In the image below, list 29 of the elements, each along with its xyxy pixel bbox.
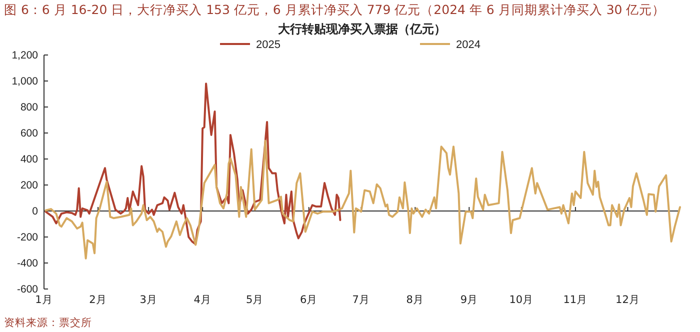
x-tick-label: 10月	[509, 294, 534, 306]
y-tick-label: -200	[16, 232, 38, 244]
chart-title: 图 6：6 月 16-20 日，大行净买入 153 亿元，6 月累计净买入 779 亿元（2024 年 6 月同期累计净买入 30 亿元）	[4, 2, 666, 17]
y-tick-label: 400	[20, 154, 38, 166]
x-tick-label: 6月	[300, 294, 318, 306]
x-tick-label: 9月	[460, 294, 478, 306]
legend-label: 2025	[256, 38, 280, 51]
x-tick-label: 7月	[352, 294, 370, 306]
x-tick-label: 4月	[194, 294, 212, 306]
y-tick-label: -600	[16, 284, 38, 296]
y-tick-label: 800	[20, 102, 38, 114]
y-tick-label: -400	[16, 258, 38, 270]
y-tick-label: 600	[20, 128, 38, 140]
y-tick-label: 1,000	[12, 76, 38, 88]
x-tick-label: 11月	[563, 294, 588, 306]
x-tick-label: 2月	[89, 294, 107, 306]
x-tick-label: 12月	[616, 294, 640, 306]
x-tick-label: 3月	[140, 294, 158, 306]
chart-subtitle: 大行转贴现净买入票据（亿元）	[278, 22, 446, 36]
x-tick-label: 5月	[246, 294, 264, 306]
text: 资料来源：票交所	[4, 316, 92, 329]
y-tick-label: 200	[20, 180, 38, 192]
y-tick-label: 0	[32, 206, 38, 218]
x-tick-label: 8月	[406, 294, 424, 306]
y-tick-label: 1,200	[12, 50, 38, 62]
x-tick-label: 1月	[35, 294, 53, 306]
line-series	[44, 140, 681, 260]
legend-label: 2024	[456, 38, 480, 51]
line-series	[44, 82, 342, 246]
